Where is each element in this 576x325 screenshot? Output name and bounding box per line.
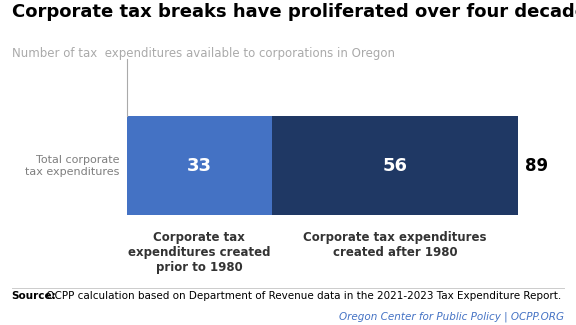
Text: OCPP calculation based on Department of Revenue data in the 2021-2023 Tax Expend: OCPP calculation based on Department of …	[43, 291, 562, 301]
Text: Corporate tax breaks have proliferated over four decades: Corporate tax breaks have proliferated o…	[12, 3, 576, 21]
Text: Source:: Source:	[12, 291, 56, 301]
Text: 56: 56	[382, 157, 408, 175]
Text: Number of tax  expenditures available to corporations in Oregon: Number of tax expenditures available to …	[12, 47, 395, 60]
Text: Corporate tax
expenditures created
prior to 1980: Corporate tax expenditures created prior…	[128, 231, 271, 274]
Text: 33: 33	[187, 157, 212, 175]
Bar	[127, 116, 272, 215]
Text: Corporate tax expenditures
created after 1980: Corporate tax expenditures created after…	[304, 231, 487, 259]
Bar	[272, 116, 518, 215]
Text: Oregon Center for Public Policy | OCPP.ORG: Oregon Center for Public Policy | OCPP.O…	[339, 311, 564, 322]
Text: 89: 89	[525, 157, 548, 175]
Text: Total corporate
tax expenditures: Total corporate tax expenditures	[25, 155, 120, 176]
